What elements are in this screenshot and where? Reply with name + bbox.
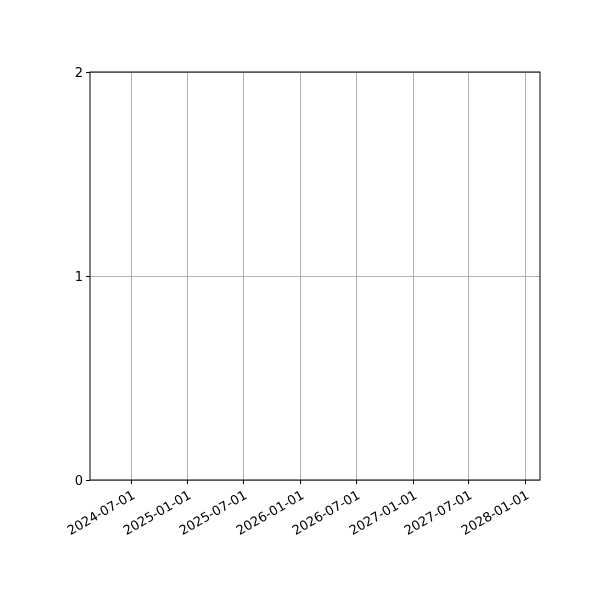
grid <box>90 72 540 481</box>
ticks: 2024-07-012025-01-012025-07-012026-01-01… <box>65 66 532 539</box>
y-tick-label: 0 <box>75 474 83 489</box>
y-tick-label: 2 <box>75 66 83 81</box>
y-tick-label: 1 <box>75 270 83 285</box>
axes-frame <box>89 71 541 481</box>
